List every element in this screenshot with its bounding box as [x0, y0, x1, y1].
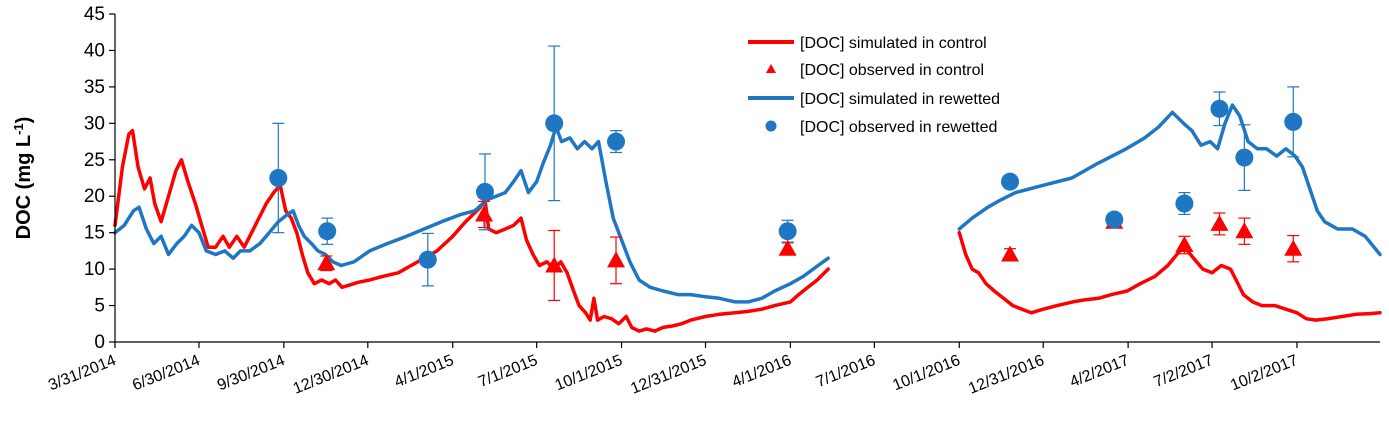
data-point-doc-observed-in-control — [607, 251, 626, 268]
y-ticks: 0 5 10 15 20 25 30 35 40 45 — [84, 4, 115, 353]
data-point-doc-observed-in-rewetted — [475, 182, 494, 201]
y-tick-label: 0 — [94, 332, 105, 353]
y-tick-label: 35 — [84, 77, 105, 98]
data-point-doc-observed-in-rewetted — [1175, 194, 1194, 213]
y-tick-label: 15 — [84, 223, 105, 244]
legend-swatch-observed-control — [766, 64, 776, 73]
data-point-doc-observed-in-rewetted — [318, 222, 337, 241]
series-line-doc-simulated-in-control — [113, 128, 830, 333]
data-point-doc-observed-in-control — [545, 256, 564, 273]
data-point-doc-observed-in-control — [1210, 214, 1229, 231]
y-tick-label: 30 — [84, 113, 105, 134]
data-point-doc-observed-in-control — [1175, 236, 1194, 253]
x-tick-label: 12/30/2014 — [291, 352, 372, 398]
x-tick-label: 6/30/2014 — [130, 352, 202, 394]
data-point-doc-observed-in-rewetted — [1284, 112, 1303, 131]
x-tick-label: 7/1/2015 — [476, 352, 540, 391]
x-tick-label: 4/1/2015 — [392, 352, 456, 391]
data-point-doc-observed-in-rewetted — [1105, 210, 1124, 229]
data-point-doc-observed-in-rewetted — [607, 132, 626, 151]
axes — [114, 14, 1380, 343]
y-axis-label: DOC (mg L-1) — [11, 117, 36, 240]
data-point-doc-observed-in-control — [1284, 239, 1303, 256]
data-point-doc-observed-in-rewetted — [418, 250, 437, 269]
y-tick-label: 40 — [84, 40, 105, 61]
x-tick-label: 10/1/2015 — [553, 352, 625, 394]
x-ticks: 3/31/2014 6/30/2014 9/30/2014 12/30/2014 4/1… — [46, 342, 1301, 398]
x-tick-label: 4/2/2017 — [1067, 352, 1131, 391]
plot-lines — [113, 103, 1382, 333]
data-point-doc-observed-in-control — [778, 239, 797, 256]
data-point-doc-observed-in-rewetted — [545, 114, 564, 133]
data-point-doc-observed-in-control — [1235, 222, 1254, 239]
legend-swatch-observed-rewetted — [765, 120, 777, 132]
series-line-doc-simulated-in-rewetted — [957, 103, 1382, 257]
x-tick-label: 12/31/2015 — [628, 352, 709, 398]
series-line-doc-simulated-in-rewetted — [113, 125, 830, 304]
y-tick-label: 25 — [84, 150, 105, 171]
y-tick-label: 20 — [84, 186, 105, 207]
x-tick-label: 4/1/2016 — [730, 352, 794, 391]
x-tick-label: 3/31/2014 — [46, 352, 118, 394]
data-point-doc-observed-in-control — [1001, 245, 1020, 262]
data-point-doc-observed-in-rewetted — [778, 222, 797, 241]
legend-label-observed-control: [DOC] observed in control — [800, 62, 984, 79]
legend-label-simulated-rewetted: [DOC] simulated in rewetted — [800, 91, 1000, 108]
y-tick-label: 45 — [84, 4, 105, 25]
data-point-doc-observed-in-rewetted — [1210, 99, 1229, 118]
x-tick-label: 10/2/2017 — [1228, 352, 1300, 394]
data-point-doc-observed-in-rewetted — [1235, 148, 1254, 167]
x-tick-label: 10/1/2016 — [890, 352, 962, 394]
x-tick-label: 12/31/2016 — [966, 352, 1047, 398]
y-tick-label: 10 — [84, 259, 105, 280]
legend: [DOC] simulated in control [DOC] observe… — [748, 35, 1000, 136]
x-tick-label: 9/30/2014 — [215, 352, 287, 394]
plot-markers — [269, 99, 1303, 273]
data-point-doc-observed-in-rewetted — [1001, 172, 1020, 191]
data-point-doc-observed-in-rewetted — [269, 169, 288, 187]
x-tick-label: 7/1/2016 — [814, 352, 878, 391]
series-line-doc-simulated-in-control — [957, 230, 1382, 322]
legend-label-observed-rewetted: [DOC] observed in rewetted — [800, 119, 997, 136]
data-point-doc-observed-in-control — [475, 205, 494, 222]
x-tick-label: 7/2/2017 — [1151, 352, 1215, 391]
data-point-doc-observed-in-control — [317, 254, 336, 271]
legend-label-simulated-control: [DOC] simulated in control — [800, 35, 987, 52]
y-tick-label: 5 — [94, 296, 105, 317]
